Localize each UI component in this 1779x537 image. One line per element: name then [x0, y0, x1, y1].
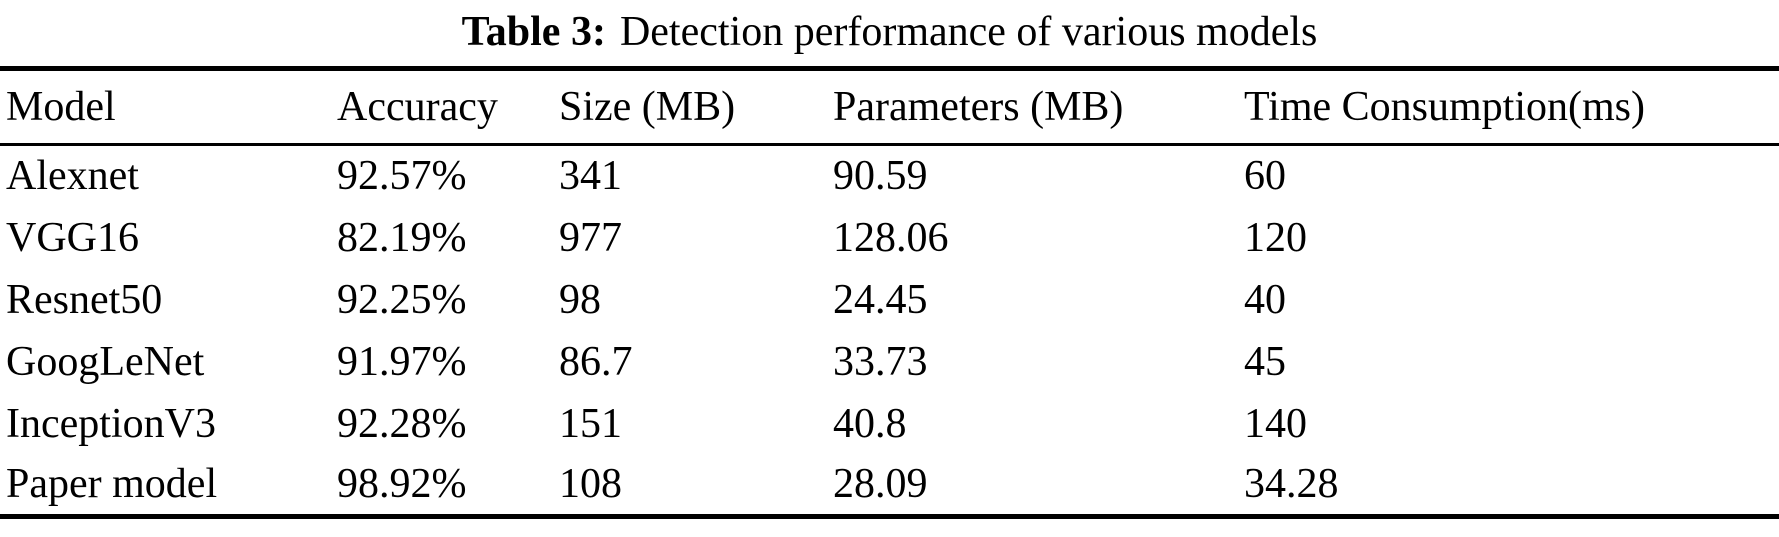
table-row: Paper model 98.92% 108 28.09 34.28: [0, 455, 1779, 517]
cell-size: 151: [559, 400, 622, 447]
cell-model: InceptionV3: [6, 400, 216, 447]
cell-accuracy: 92.28%: [337, 400, 467, 447]
cell-parameters: 28.09: [833, 461, 928, 508]
table-row: VGG16 82.19% 977 128.06 120: [0, 207, 1779, 269]
cell-parameters: 40.8: [833, 400, 907, 447]
cell-accuracy: 91.97%: [337, 338, 467, 385]
cell-parameters: 128.06: [833, 214, 949, 261]
cell-time: 60: [1244, 153, 1286, 200]
cell-accuracy: 92.25%: [337, 276, 467, 323]
cell-size: 108: [559, 461, 622, 508]
column-header-model: Model: [0, 68, 337, 146]
cell-time: 120: [1244, 214, 1307, 261]
cell-parameters: 24.45: [833, 276, 928, 323]
cell-parameters: 90.59: [833, 153, 928, 200]
cell-model: Alexnet: [6, 153, 139, 200]
table-caption-label: Table 3:: [461, 9, 606, 55]
column-header-accuracy: Accuracy: [337, 68, 559, 146]
column-header-parameters: Parameters (MB): [833, 68, 1244, 146]
cell-parameters: 33.73: [833, 338, 928, 385]
cell-time: 45: [1244, 338, 1286, 385]
cell-accuracy: 82.19%: [337, 214, 467, 261]
table-caption-text: Detection performance of various models: [619, 9, 1318, 55]
cell-time: 40: [1244, 276, 1286, 323]
cell-size: 341: [559, 153, 622, 200]
column-header-time: Time Consumption(ms): [1244, 68, 1779, 146]
cell-model: VGG16: [6, 214, 139, 261]
detection-performance-table: Model Accuracy Size (MB) Parameters (MB)…: [0, 66, 1779, 519]
cell-size: 977: [559, 214, 622, 261]
cell-time: 140: [1244, 400, 1307, 447]
table-row: GoogLeNet 91.97% 86.7 33.73 45: [0, 331, 1779, 393]
table-row: InceptionV3 92.28% 151 40.8 140: [0, 393, 1779, 455]
cell-model: Resnet50: [6, 276, 163, 323]
table-row: Alexnet 92.57% 341 90.59 60: [0, 145, 1779, 207]
cell-time: 34.28: [1244, 461, 1339, 508]
cell-accuracy: 92.57%: [337, 153, 467, 200]
cell-size: 86.7: [559, 338, 633, 385]
cell-model: GoogLeNet: [6, 338, 205, 385]
cell-model: Paper model: [6, 461, 218, 508]
cell-accuracy: 98.92%: [337, 461, 467, 508]
header-row: Model Accuracy Size (MB) Parameters (MB)…: [0, 68, 1779, 146]
table-caption: Table 3: Detection performance of variou…: [0, 4, 1779, 60]
cell-size: 98: [559, 276, 601, 323]
column-header-size: Size (MB): [559, 68, 833, 146]
table-row: Resnet50 92.25% 98 24.45 40: [0, 269, 1779, 331]
